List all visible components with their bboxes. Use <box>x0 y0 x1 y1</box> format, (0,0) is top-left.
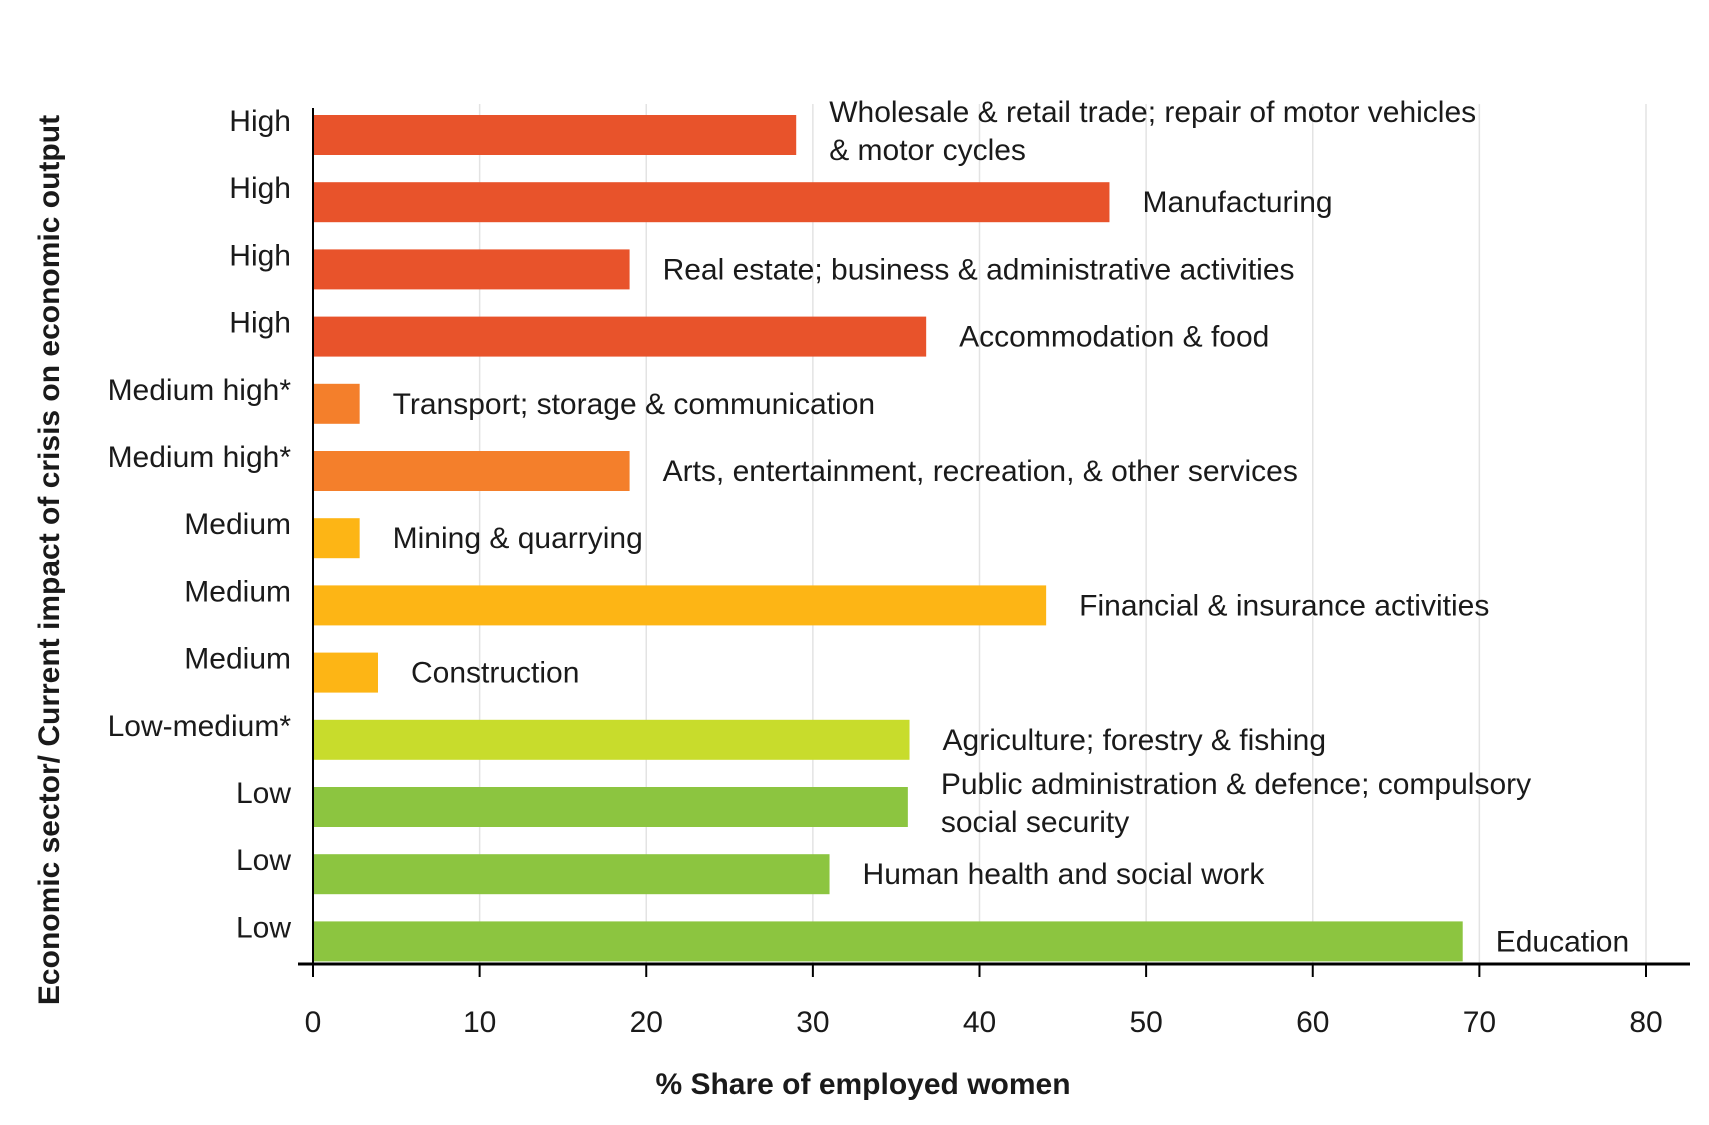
bars <box>313 115 1463 962</box>
impact-label: High <box>229 307 291 340</box>
x-tick-label: 60 <box>1296 1006 1329 1039</box>
impact-labels: High High High High Medium high* Medium high*… <box>108 105 292 944</box>
sector-label: Transport; storage & communication <box>393 388 875 421</box>
bar <box>313 854 830 895</box>
bar <box>313 787 908 827</box>
sector-label: Real estate; business & administrative a… <box>663 253 1295 286</box>
x-tick-label: 40 <box>963 1006 996 1039</box>
sector-label-line: Agriculture; forestry & fishing <box>943 724 1326 757</box>
sector-label-line: Financial & insurance activities <box>1079 589 1489 622</box>
sector-label-line: Education <box>1496 925 1629 958</box>
x-axis-title: % Share of employed women <box>655 1068 1070 1101</box>
sector-label: Accommodation & food <box>959 321 1269 354</box>
x-tick-label: 0 <box>305 1006 322 1039</box>
bar <box>313 652 378 693</box>
grid-lines <box>478 104 1647 964</box>
x-tick-label: 80 <box>1629 1006 1662 1039</box>
impact-label: Low <box>236 911 291 944</box>
sector-label: Education <box>1496 925 1629 958</box>
bar <box>313 719 910 760</box>
impact-label: High <box>229 172 291 205</box>
bar <box>313 518 360 559</box>
sector-label-line: Manufacturing <box>1142 186 1332 219</box>
impact-label: Low <box>236 777 291 810</box>
bar <box>313 451 630 491</box>
impact-label: Low <box>236 844 291 877</box>
bar <box>313 249 630 290</box>
impact-label: Medium <box>184 575 291 608</box>
sector-label: Arts, entertainment, recreation, & other… <box>663 455 1298 488</box>
bar <box>313 182 1110 223</box>
sector-label-line: Transport; storage & communication <box>393 388 875 421</box>
sector-label: Mining & quarrying <box>393 522 643 555</box>
sector-label-line: Real estate; business & administrative a… <box>663 253 1295 286</box>
bar <box>313 115 797 155</box>
x-axis <box>298 108 1690 966</box>
sector-label-line: Mining & quarrying <box>393 522 643 555</box>
x-tick-labels: 0 10 20 30 40 50 60 70 80 <box>305 964 1663 1039</box>
sector-label-line: Arts, entertainment, recreation, & other… <box>663 455 1298 488</box>
impact-label: Medium high* <box>108 441 292 474</box>
sector-label-line: social security <box>941 806 1129 839</box>
bar <box>313 383 360 424</box>
sector-label: Construction <box>411 657 579 690</box>
sector-label: Wholesale & retail trade; repair of moto… <box>829 96 1476 167</box>
sector-label: Manufacturing <box>1142 186 1332 219</box>
x-tick-label: 10 <box>463 1006 496 1039</box>
sector-label-line: Construction <box>411 657 579 690</box>
impact-label: Medium high* <box>108 374 292 407</box>
sector-labels: Wholesale & retail trade; repair of moto… <box>393 96 1629 958</box>
sector-label-line: Wholesale & retail trade; repair of moto… <box>829 96 1476 129</box>
sector-label-line: Accommodation & food <box>959 321 1269 354</box>
x-tick-label: 70 <box>1463 1006 1496 1039</box>
impact-label: High <box>229 239 291 272</box>
bar <box>313 921 1463 962</box>
impact-label: Medium <box>184 643 291 676</box>
impact-label: High <box>229 105 291 138</box>
sector-label-line: Human health and social work <box>863 858 1266 891</box>
y-axis-title: Economic sector/ Current impact of crisi… <box>33 115 66 1005</box>
sector-label: Financial & insurance activities <box>1079 589 1489 622</box>
sector-label: Public administration & defence; compuls… <box>941 768 1531 839</box>
bar <box>313 316 927 357</box>
sector-label: Human health and social work <box>863 858 1266 891</box>
impact-label: Medium <box>184 508 291 541</box>
x-tick-label: 30 <box>796 1006 829 1039</box>
impact-label: Low-medium* <box>108 710 292 743</box>
bar <box>313 585 1047 626</box>
x-tick-label: 50 <box>1129 1006 1162 1039</box>
sector-label-line: & motor cycles <box>829 134 1026 167</box>
sector-label: Agriculture; forestry & fishing <box>943 724 1326 757</box>
sector-label-line: Public administration & defence; compuls… <box>941 768 1531 801</box>
x-tick-label: 20 <box>630 1006 663 1039</box>
